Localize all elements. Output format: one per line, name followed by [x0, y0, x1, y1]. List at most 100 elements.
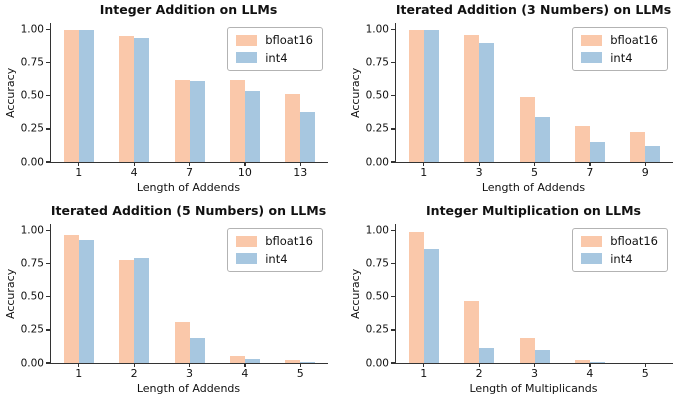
y-tick-mark [391, 362, 395, 364]
y-tick-label: 0.50 [365, 290, 389, 303]
y-tick-mark [46, 296, 50, 298]
bar-int4 [244, 359, 260, 363]
y-axis-label: Accuracy [4, 268, 17, 319]
x-tick-mark [533, 363, 536, 367]
bar-int4 [479, 43, 495, 162]
x-tick-mark [133, 162, 135, 166]
bar-bfloat16 [408, 30, 424, 162]
y-tick-label: 0.75 [365, 257, 389, 270]
legend: bfloat16 int4 [572, 27, 668, 72]
x-tick-label: 1 [420, 367, 428, 380]
legend-label: bfloat16 [610, 33, 658, 47]
x-tick-mark [423, 363, 425, 367]
bar-int4 [589, 362, 605, 363]
legend-entry-int4: int4 [236, 251, 313, 266]
x-tick-label: 1 [420, 166, 428, 179]
bar-bfloat16 [519, 338, 535, 363]
bar-bfloat16 [408, 232, 424, 363]
bar-int4 [423, 30, 439, 162]
chart-iterated-addition-5: Iterated Addition (5 Numbers) on LLMs Ac… [0, 201, 345, 403]
legend: bfloat16 int4 [572, 228, 668, 273]
y-tick-label: 0.25 [20, 122, 44, 135]
y-tick-label: 1.00 [20, 23, 44, 36]
legend-swatch-bfloat16 [581, 34, 603, 46]
bar-int4 [78, 30, 94, 162]
bar-int4 [134, 258, 150, 363]
x-tick-label: 1 [75, 166, 83, 179]
x-tick-mark [244, 162, 246, 166]
x-tick-mark [589, 162, 591, 166]
bar-bfloat16 [464, 301, 480, 363]
y-tick-label: 0.25 [20, 323, 44, 336]
y-tick-label: 0.00 [365, 155, 389, 168]
legend-entry-bfloat16: bfloat16 [236, 34, 313, 47]
legend-swatch-bfloat16 [236, 235, 258, 247]
bar-int4 [78, 240, 94, 363]
x-tick-mark [589, 363, 591, 367]
x-tick-label: 7 [586, 166, 594, 179]
x-tick-mark [644, 162, 646, 166]
bar-bfloat16 [630, 132, 646, 162]
bar-bfloat16 [229, 356, 245, 363]
legend-label: int4 [265, 251, 288, 266]
bar-bfloat16 [63, 30, 79, 162]
y-tick-mark [46, 62, 50, 64]
y-axis-label: Accuracy [349, 268, 362, 319]
plot-area: 0.00 0.25 0.50 0.75 1.00 1 2 3 4 5 bfloat16 int4 [366, 224, 673, 379]
x-axis-label: Length of Addends [136, 382, 241, 395]
y-tick-label: 0.00 [20, 155, 44, 168]
bar-bfloat16 [285, 360, 301, 363]
y-tick-mark [391, 229, 395, 232]
x-tick-label: 2 [475, 367, 483, 380]
x-tick-mark [78, 162, 80, 166]
legend-label: bfloat16 [610, 234, 658, 248]
plot-area: 0.00 0.25 0.50 0.75 1.00 1 3 5 7 9 bfloat16 int4 [366, 23, 673, 178]
plot-area: 0.00 0.25 0.50 0.75 1.00 1 2 3 4 5 bfloat16 int4 [21, 224, 328, 379]
bar-int4 [134, 38, 150, 162]
y-tick-label: 0.00 [20, 356, 44, 369]
legend-entry-int4: int4 [236, 51, 313, 65]
x-tick-label: 5 [531, 166, 538, 179]
chart-iterated-addition-3: Iterated Addition (3 Numbers) on LLMs Ac… [345, 0, 690, 201]
bar-bfloat16 [285, 94, 301, 162]
bar-int4 [244, 91, 260, 162]
y-tick-mark [46, 263, 50, 265]
x-tick-mark [133, 363, 135, 367]
y-tick-label: 1.00 [365, 224, 389, 237]
y-tick-label: 1.00 [20, 224, 44, 237]
legend-entry-bfloat16: bfloat16 [581, 34, 658, 47]
bar-int4 [300, 112, 316, 162]
bar-bfloat16 [229, 80, 245, 162]
y-tick-mark [391, 161, 395, 163]
chart-integer-addition: Integer Addition on LLMs Accuracy 0.00 0.… [0, 0, 345, 201]
x-tick-mark [423, 162, 425, 166]
chart-title: Iterated Addition (5 Numbers) on LLMs [50, 203, 327, 218]
y-tick-label: 0.00 [365, 356, 389, 369]
bar-int4 [534, 350, 550, 363]
x-tick-mark [188, 162, 191, 166]
x-tick-mark [78, 363, 80, 367]
x-tick-label: 5 [641, 367, 649, 380]
y-tick-mark [391, 62, 395, 64]
y-tick-mark [46, 329, 50, 331]
bar-bfloat16 [63, 235, 79, 363]
bar-int4 [589, 142, 605, 162]
y-tick-mark [391, 128, 395, 130]
legend-entry-bfloat16: bfloat16 [581, 235, 658, 248]
y-axis-label: Accuracy [349, 67, 362, 118]
legend-label: int4 [610, 50, 633, 65]
x-tick-label: 3 [186, 367, 193, 380]
legend-swatch-bfloat16 [581, 235, 603, 247]
legend-label: bfloat16 [265, 234, 313, 248]
bar-int4 [479, 348, 495, 363]
y-tick-label: 1.00 [365, 23, 389, 36]
x-tick-mark [478, 363, 480, 367]
x-tick-mark [299, 162, 301, 166]
x-axis-label: Length of Addends [481, 181, 586, 194]
y-tick-label: 0.50 [365, 89, 389, 102]
bar-int4 [300, 362, 316, 363]
chart-integer-multiplication: Integer Multiplication on LLMs Accuracy … [345, 201, 690, 403]
x-axis-label: Length of Multiplicands [469, 382, 598, 395]
chart-title: Integer Addition on LLMs [99, 2, 278, 17]
